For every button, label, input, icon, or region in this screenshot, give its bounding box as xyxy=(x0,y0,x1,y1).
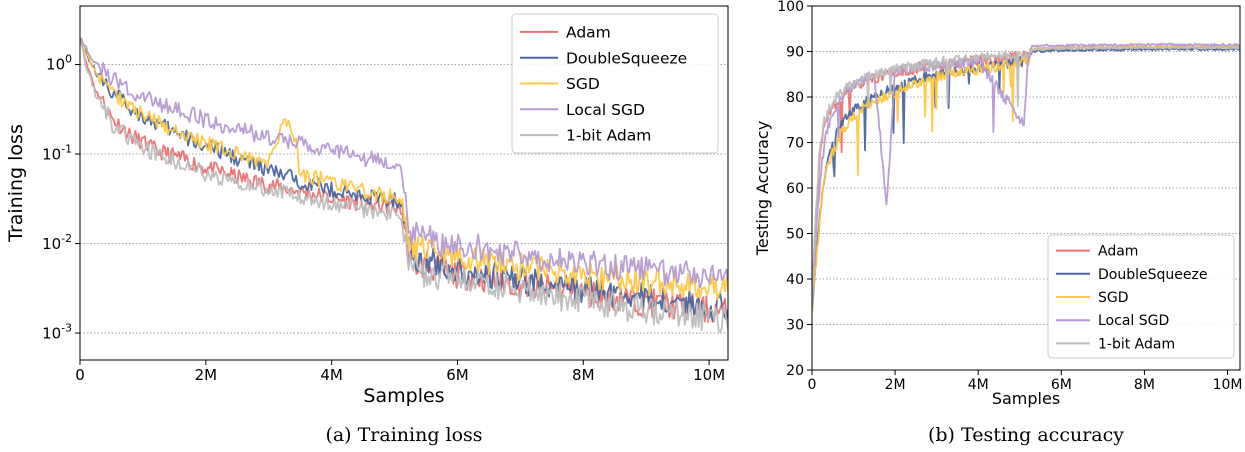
series-line-1-bit-adam xyxy=(812,45,1240,303)
series-group xyxy=(812,42,1240,312)
x-tick-label: 4M xyxy=(320,366,343,384)
y-tick-label: 80 xyxy=(786,90,804,106)
x-tick-label: 0 xyxy=(75,366,85,384)
y-tick-label: 50 xyxy=(786,226,804,242)
y-tick-label: 10-2 xyxy=(42,232,72,253)
x-tick-label: 6M xyxy=(1051,377,1072,393)
series-group xyxy=(80,37,728,333)
x-tick-label: 4M xyxy=(968,377,989,393)
legend-label: Local SGD xyxy=(1098,313,1169,329)
y-axis-label: Testing Accuracy xyxy=(753,121,772,256)
x-tick-label: 6M xyxy=(446,366,469,384)
x-tick-label: 2M xyxy=(885,377,906,393)
legend-box xyxy=(1047,234,1235,359)
y-tick-label: 30 xyxy=(786,317,804,333)
series-line-local-sgd xyxy=(80,37,728,289)
series-line-local-sgd xyxy=(812,42,1240,308)
y-tick-label: 20 xyxy=(786,363,804,379)
y-tick-label: 100 xyxy=(777,0,804,15)
legend-label: DoubleSqueeze xyxy=(566,49,687,67)
legend-label: Adam xyxy=(1098,244,1138,260)
y-tick-label: 40 xyxy=(786,272,804,288)
y-tick-label: 10-3 xyxy=(42,321,72,342)
plot-frame xyxy=(79,5,729,361)
caption-testing-accuracy: (b) Testing accuracy xyxy=(927,424,1124,446)
y-tick-label: 10-1 xyxy=(42,142,72,163)
legend-label: SGD xyxy=(566,75,600,93)
chart-1: 0 2M 4M 6M 8M 10M 20 30 40 50 60 70 80 90 100 Samples Te… xyxy=(753,0,1242,408)
y-tick-label: 90 xyxy=(786,44,804,60)
legend-label: DoubleSqueeze xyxy=(1098,267,1207,283)
x-tick-label: 10M xyxy=(693,366,725,384)
series-line-sgd xyxy=(812,44,1240,312)
x-axis-label: Samples xyxy=(363,385,444,407)
y-tick-label: 70 xyxy=(786,135,804,151)
legend-label: 1-bit Adam xyxy=(566,127,651,145)
series-line-sgd xyxy=(80,37,728,301)
legend-label: Adam xyxy=(566,23,611,41)
caption-training-loss: (a) Training loss xyxy=(325,424,483,446)
series-line-1-bit-adam xyxy=(80,39,728,333)
x-tick-label: 2M xyxy=(195,366,218,384)
legend: Adam DoubleSqueeze SGD Local SGD 1-bit Adam xyxy=(511,13,719,154)
legend-label: 1-bit Adam xyxy=(1098,336,1175,352)
y-tick-label: 60 xyxy=(786,181,804,197)
x-tick-label: 0 xyxy=(808,377,817,393)
x-tick-label: 8M xyxy=(1134,377,1155,393)
x-axis-label: Samples xyxy=(992,389,1060,408)
legend: Adam DoubleSqueeze SGD Local SGD 1-bit Adam xyxy=(1047,234,1235,359)
x-tick-label: 10M xyxy=(1213,377,1243,393)
y-tick-label: 100 xyxy=(46,53,72,74)
legend-box xyxy=(511,13,719,154)
legend-label: SGD xyxy=(1098,290,1129,306)
x-tick-label: 8M xyxy=(572,366,595,384)
y-axis-label: Training loss xyxy=(5,124,27,243)
chart-0: 0 2M 4M 6M 8M 10M 10-3 10-2 10-1 100 Samples Traini… xyxy=(5,5,729,407)
legend-label: Local SGD xyxy=(566,101,645,119)
